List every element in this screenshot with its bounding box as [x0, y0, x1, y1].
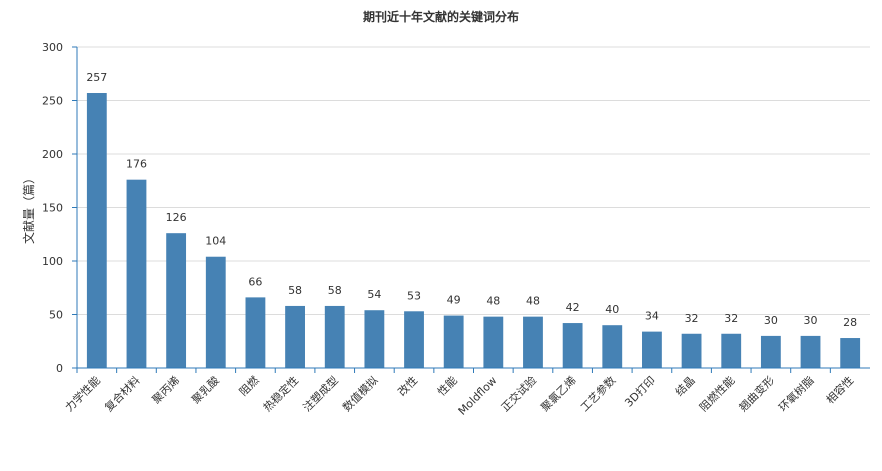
bar: [800, 335, 821, 368]
y-tick-label: 250: [42, 95, 63, 108]
bar: [364, 310, 385, 368]
y-axis-label: 文献量（篇）: [21, 172, 36, 244]
bar: [602, 325, 623, 368]
data-label: 28: [843, 316, 857, 329]
x-tick-label: 阻燃: [236, 373, 261, 398]
y-tick-label: 200: [42, 148, 63, 161]
x-tick-label: 3D打印: [622, 373, 658, 409]
bar: [642, 331, 662, 368]
x-tick-label: 相容性: [823, 373, 856, 406]
data-label: 58: [288, 284, 302, 297]
bar: [205, 256, 226, 368]
bar: [126, 179, 147, 368]
bar: [523, 316, 543, 368]
x-tick-label: 改性: [395, 373, 420, 398]
bar: [404, 311, 424, 368]
x-tick-label: 正交试验: [498, 373, 539, 414]
y-axis-ticks: 0 50 100 150 200 250 300: [42, 41, 77, 375]
y-tick-label: 50: [49, 309, 63, 322]
x-tick-label: 聚氯乙烯: [538, 373, 579, 414]
data-label: 30: [804, 314, 818, 327]
data-label: 257: [86, 71, 107, 84]
bar: [245, 297, 266, 368]
bar: [443, 315, 464, 368]
data-label: 53: [407, 289, 421, 302]
chart-title: 期刊近十年文献的关键词分布: [363, 9, 519, 24]
bar: [721, 333, 742, 368]
y-tick-label: 100: [42, 255, 63, 268]
x-tick-label: 复合材料: [102, 373, 143, 414]
bars: [86, 93, 861, 368]
x-tick-label: 阻燃性能: [696, 373, 737, 414]
x-axis-ticks: 力学性能 复合材料 聚丙烯 聚乳酸 阻燃 热稳定性 注塑成型 数值模拟 改性 性能Moldflow…: [62, 368, 856, 418]
bar: [285, 305, 305, 368]
data-label: 32: [685, 312, 699, 325]
data-label: 176: [126, 158, 147, 171]
data-label: 58: [328, 284, 342, 297]
data-label: 48: [486, 295, 500, 308]
x-tick-label: 工艺参数: [577, 373, 618, 414]
data-label: 104: [205, 235, 226, 248]
data-labels: 257 176 126 104 66 58 58 54 53 49 48 48 42 40 34 32 32 30…: [86, 71, 857, 329]
x-tick-label: 力学性能: [62, 373, 103, 414]
x-tick-label: 性能: [434, 373, 459, 398]
bar: [324, 305, 345, 368]
data-label: 54: [367, 288, 381, 301]
data-label: 48: [526, 295, 540, 308]
bar: [86, 93, 107, 368]
bar: [840, 338, 861, 368]
data-label: 32: [724, 312, 738, 325]
x-tick-label: 环氧树脂: [776, 373, 817, 414]
bar: [483, 316, 504, 368]
bar: [760, 335, 781, 368]
x-tick-label: 结晶: [673, 374, 698, 399]
data-label: 42: [566, 301, 580, 314]
bar: [681, 333, 702, 368]
bar: [166, 233, 187, 368]
data-label: 40: [605, 303, 619, 316]
data-label: 49: [447, 294, 461, 307]
data-label: 66: [248, 275, 262, 288]
x-tick-label: 注塑成型: [300, 373, 341, 414]
x-tick-label: 聚乳酸: [189, 373, 222, 406]
x-tick-label: 聚丙烯: [150, 374, 183, 407]
x-tick-label: 数值模拟: [339, 373, 380, 414]
data-label: 30: [764, 314, 778, 327]
y-tick-label: 0: [56, 362, 63, 375]
x-tick-label: 翘曲变形: [736, 373, 777, 414]
data-label: 34: [645, 310, 659, 323]
y-tick-label: 150: [42, 202, 63, 215]
y-tick-label: 300: [42, 41, 63, 54]
gridlines: [77, 46, 870, 315]
x-tick-label: 热稳定性: [260, 373, 301, 414]
bar: [562, 323, 583, 368]
data-label: 126: [166, 211, 187, 224]
x-tick-label: Moldflow: [456, 374, 500, 418]
